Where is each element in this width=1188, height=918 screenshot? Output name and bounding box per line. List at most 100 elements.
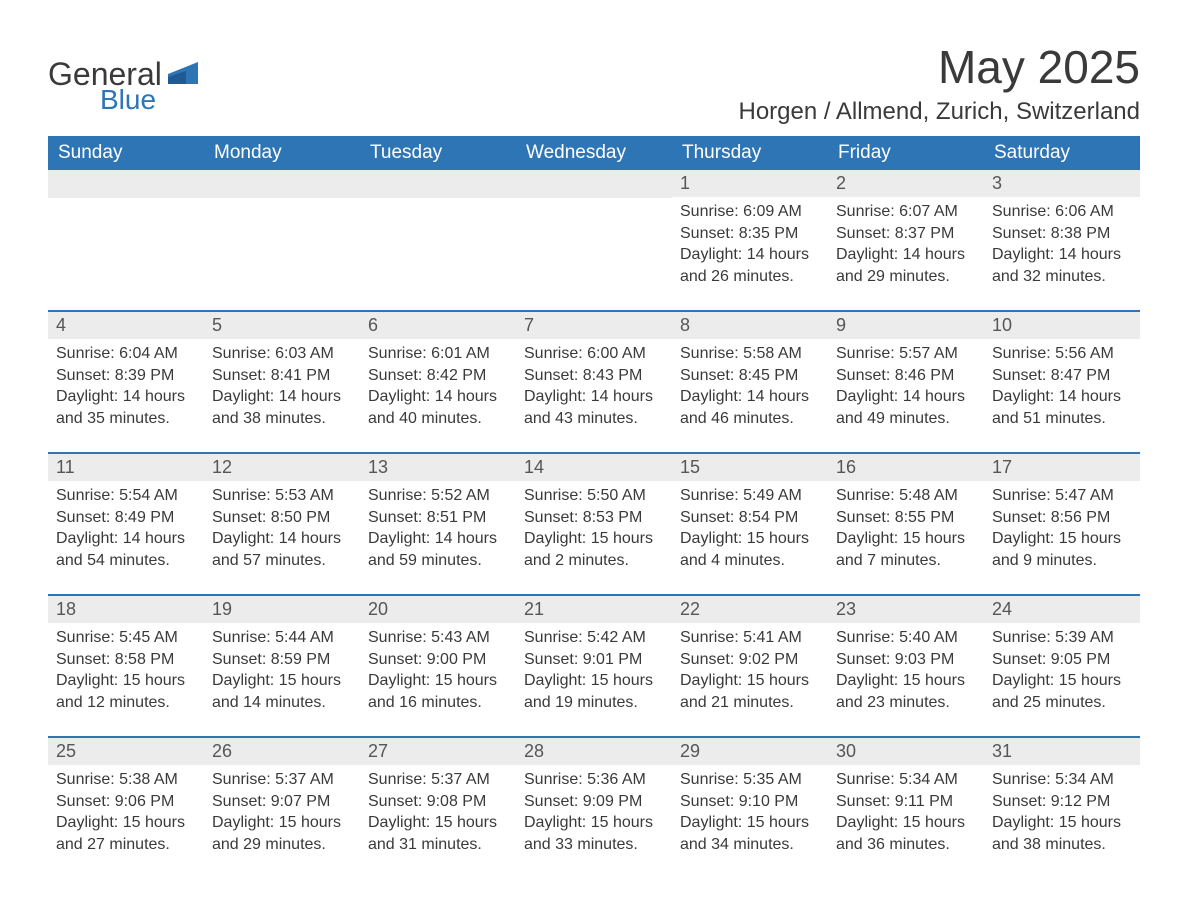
week-row: 11Sunrise: 5:54 AMSunset: 8:49 PMDayligh… (48, 452, 1140, 582)
week-row: 25Sunrise: 5:38 AMSunset: 9:06 PMDayligh… (48, 736, 1140, 866)
day-body: Sunrise: 5:56 AMSunset: 8:47 PMDaylight:… (984, 339, 1140, 435)
sunrise-text: Sunrise: 5:39 AM (992, 627, 1132, 649)
day-cell: 10Sunrise: 5:56 AMSunset: 8:47 PMDayligh… (984, 312, 1140, 440)
sunset-text: Sunset: 9:10 PM (680, 791, 820, 813)
sunset-text: Sunset: 8:42 PM (368, 365, 508, 387)
daylight-text: Daylight: 15 hours and 23 minutes. (836, 670, 976, 713)
daylight-text: Daylight: 14 hours and 59 minutes. (368, 528, 508, 571)
day-cell (360, 170, 516, 298)
day-cell: 13Sunrise: 5:52 AMSunset: 8:51 PMDayligh… (360, 454, 516, 582)
sunset-text: Sunset: 8:39 PM (56, 365, 196, 387)
logo-text: General Blue (48, 58, 198, 114)
sunrise-text: Sunrise: 5:47 AM (992, 485, 1132, 507)
day-number: 23 (828, 596, 984, 623)
day-cell: 28Sunrise: 5:36 AMSunset: 9:09 PMDayligh… (516, 738, 672, 866)
weeks-container: 1Sunrise: 6:09 AMSunset: 8:35 PMDaylight… (48, 170, 1140, 866)
day-cell: 16Sunrise: 5:48 AMSunset: 8:55 PMDayligh… (828, 454, 984, 582)
sunrise-text: Sunrise: 5:58 AM (680, 343, 820, 365)
sunrise-text: Sunrise: 6:06 AM (992, 201, 1132, 223)
day-number: 24 (984, 596, 1140, 623)
day-cell: 7Sunrise: 6:00 AMSunset: 8:43 PMDaylight… (516, 312, 672, 440)
sunrise-text: Sunrise: 5:44 AM (212, 627, 352, 649)
day-number: 12 (204, 454, 360, 481)
day-number: 20 (360, 596, 516, 623)
sunrise-text: Sunrise: 6:01 AM (368, 343, 508, 365)
day-number: 6 (360, 312, 516, 339)
logo-flag-icon (168, 62, 198, 88)
sunrise-text: Sunrise: 5:41 AM (680, 627, 820, 649)
daylight-text: Daylight: 14 hours and 32 minutes. (992, 244, 1132, 287)
sunset-text: Sunset: 8:49 PM (56, 507, 196, 529)
sunrise-text: Sunrise: 5:34 AM (836, 769, 976, 791)
sunset-text: Sunset: 8:35 PM (680, 223, 820, 245)
sunrise-text: Sunrise: 5:34 AM (992, 769, 1132, 791)
weekday-header: Saturday (984, 136, 1140, 170)
weekday-header: Sunday (48, 136, 204, 170)
day-number: 4 (48, 312, 204, 339)
daylight-text: Daylight: 15 hours and 34 minutes. (680, 812, 820, 855)
day-body: Sunrise: 5:37 AMSunset: 9:07 PMDaylight:… (204, 765, 360, 861)
calendar-grid: SundayMondayTuesdayWednesdayThursdayFrid… (48, 136, 1140, 866)
daylight-text: Daylight: 15 hours and 29 minutes. (212, 812, 352, 855)
sunset-text: Sunset: 9:01 PM (524, 649, 664, 671)
day-cell: 20Sunrise: 5:43 AMSunset: 9:00 PMDayligh… (360, 596, 516, 724)
sunset-text: Sunset: 8:54 PM (680, 507, 820, 529)
calendar-page: General Blue May 2025 Horgen / Allmend, … (0, 0, 1188, 896)
day-body: Sunrise: 6:07 AMSunset: 8:37 PMDaylight:… (828, 197, 984, 293)
sunset-text: Sunset: 8:43 PM (524, 365, 664, 387)
day-number: 1 (672, 170, 828, 197)
sunrise-text: Sunrise: 5:35 AM (680, 769, 820, 791)
day-cell: 1Sunrise: 6:09 AMSunset: 8:35 PMDaylight… (672, 170, 828, 298)
sunrise-text: Sunrise: 6:03 AM (212, 343, 352, 365)
day-body: Sunrise: 5:57 AMSunset: 8:46 PMDaylight:… (828, 339, 984, 435)
day-body: Sunrise: 5:47 AMSunset: 8:56 PMDaylight:… (984, 481, 1140, 577)
day-body: Sunrise: 6:09 AMSunset: 8:35 PMDaylight:… (672, 197, 828, 293)
day-number: 2 (828, 170, 984, 197)
sunset-text: Sunset: 8:45 PM (680, 365, 820, 387)
day-empty (204, 170, 360, 198)
daylight-text: Daylight: 14 hours and 35 minutes. (56, 386, 196, 429)
sunset-text: Sunset: 9:03 PM (836, 649, 976, 671)
sunset-text: Sunset: 8:55 PM (836, 507, 976, 529)
sunset-text: Sunset: 8:50 PM (212, 507, 352, 529)
sunrise-text: Sunrise: 5:48 AM (836, 485, 976, 507)
daylight-text: Daylight: 15 hours and 2 minutes. (524, 528, 664, 571)
sunrise-text: Sunrise: 5:42 AM (524, 627, 664, 649)
sunset-text: Sunset: 8:38 PM (992, 223, 1132, 245)
day-number: 16 (828, 454, 984, 481)
day-cell: 21Sunrise: 5:42 AMSunset: 9:01 PMDayligh… (516, 596, 672, 724)
sunrise-text: Sunrise: 5:49 AM (680, 485, 820, 507)
day-cell: 25Sunrise: 5:38 AMSunset: 9:06 PMDayligh… (48, 738, 204, 866)
weekday-header: Wednesday (516, 136, 672, 170)
day-body: Sunrise: 5:44 AMSunset: 8:59 PMDaylight:… (204, 623, 360, 719)
daylight-text: Daylight: 15 hours and 16 minutes. (368, 670, 508, 713)
day-number: 28 (516, 738, 672, 765)
day-empty (516, 170, 672, 198)
day-body: Sunrise: 5:43 AMSunset: 9:00 PMDaylight:… (360, 623, 516, 719)
day-cell: 4 Sunrise: 6:04 AMSunset: 8:39 PMDaylight… (48, 312, 204, 440)
daylight-text: Daylight: 14 hours and 40 minutes. (368, 386, 508, 429)
day-number: 22 (672, 596, 828, 623)
day-number: 25 (48, 738, 204, 765)
daylight-text: Daylight: 14 hours and 26 minutes. (680, 244, 820, 287)
daylight-text: Daylight: 15 hours and 14 minutes. (212, 670, 352, 713)
day-cell: 27Sunrise: 5:37 AMSunset: 9:08 PMDayligh… (360, 738, 516, 866)
day-body: Sunrise: 6:00 AMSunset: 8:43 PMDaylight:… (516, 339, 672, 435)
sunset-text: Sunset: 8:53 PM (524, 507, 664, 529)
day-cell: 8Sunrise: 5:58 AMSunset: 8:45 PMDaylight… (672, 312, 828, 440)
daylight-text: Daylight: 15 hours and 27 minutes. (56, 812, 196, 855)
day-body: Sunrise: 5:42 AMSunset: 9:01 PMDaylight:… (516, 623, 672, 719)
day-body: Sunrise: 6:01 AMSunset: 8:42 PMDaylight:… (360, 339, 516, 435)
day-cell: 9Sunrise: 5:57 AMSunset: 8:46 PMDaylight… (828, 312, 984, 440)
sunrise-text: Sunrise: 6:09 AM (680, 201, 820, 223)
day-cell (48, 170, 204, 298)
daylight-text: Daylight: 14 hours and 46 minutes. (680, 386, 820, 429)
day-cell: 18Sunrise: 5:45 AMSunset: 8:58 PMDayligh… (48, 596, 204, 724)
day-cell: 29Sunrise: 5:35 AMSunset: 9:10 PMDayligh… (672, 738, 828, 866)
day-cell: 30Sunrise: 5:34 AMSunset: 9:11 PMDayligh… (828, 738, 984, 866)
day-body: Sunrise: 5:53 AMSunset: 8:50 PMDaylight:… (204, 481, 360, 577)
day-body: Sunrise: 6:03 AMSunset: 8:41 PMDaylight:… (204, 339, 360, 435)
sunrise-text: Sunrise: 6:04 AM (56, 343, 196, 365)
day-cell: 23Sunrise: 5:40 AMSunset: 9:03 PMDayligh… (828, 596, 984, 724)
day-number: 30 (828, 738, 984, 765)
